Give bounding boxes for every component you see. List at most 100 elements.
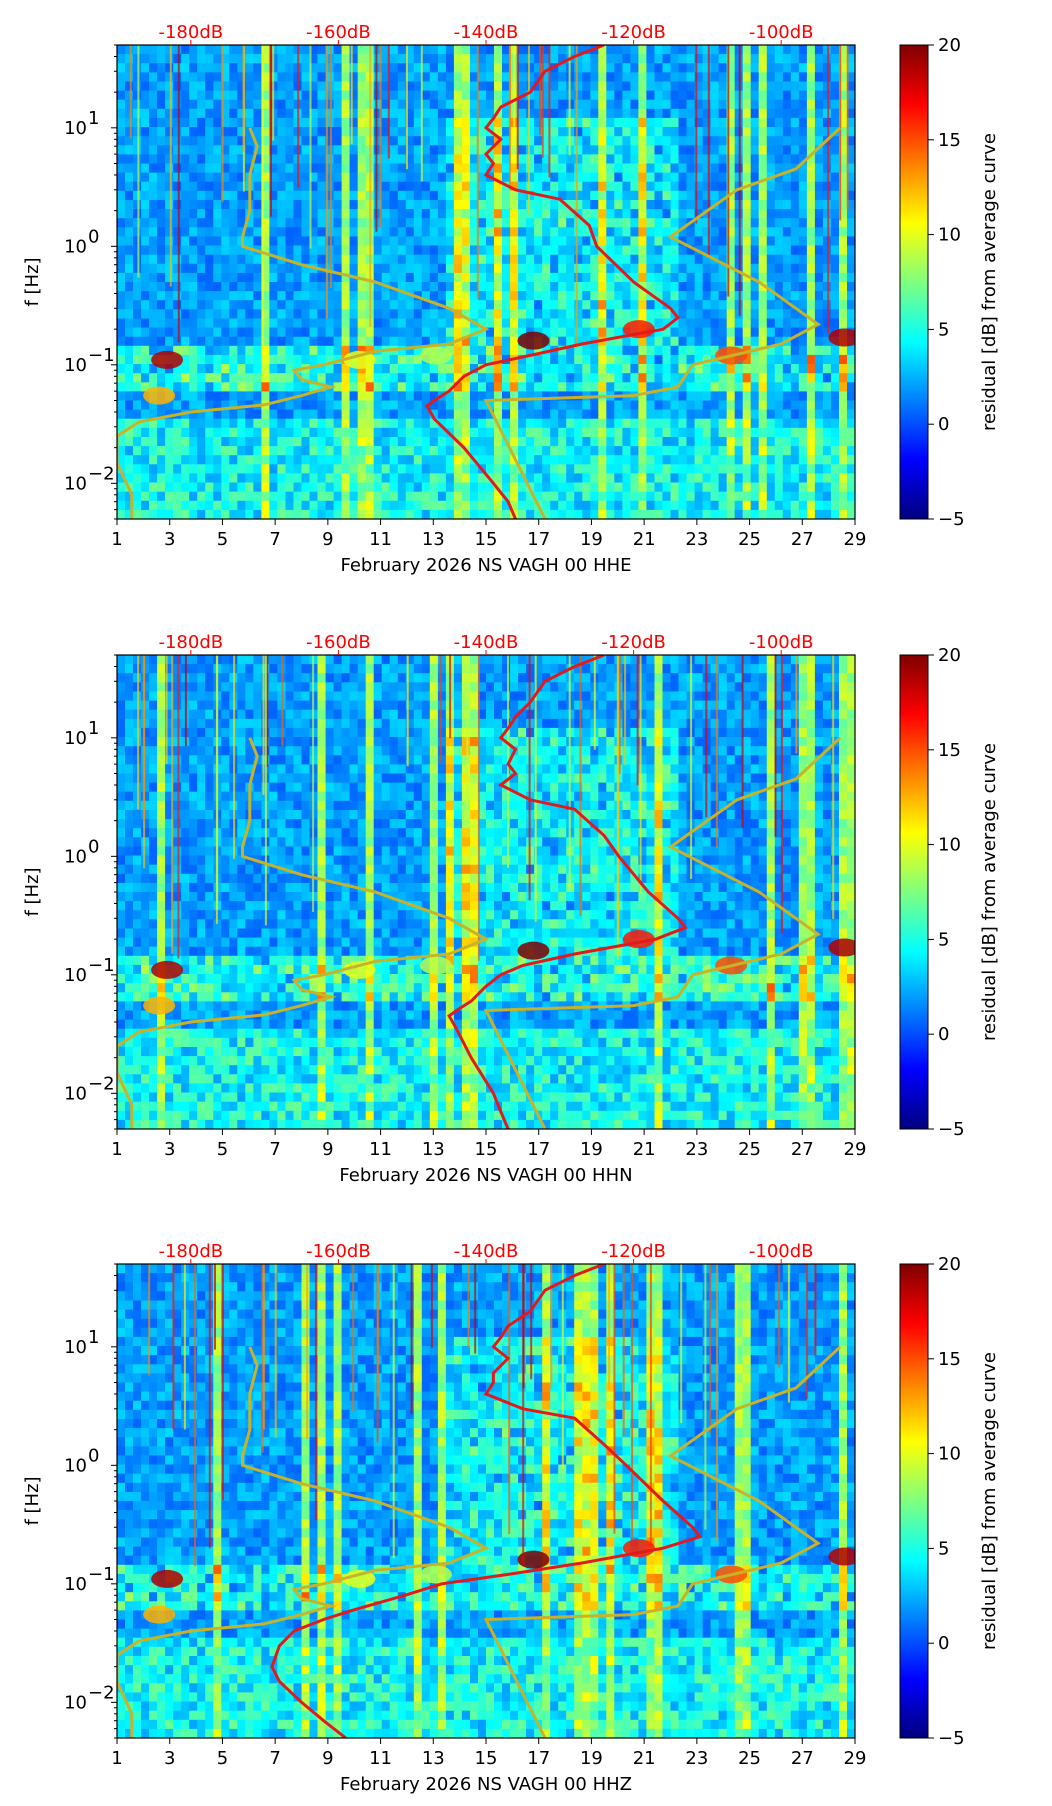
spectrogram-cell <box>742 163 752 174</box>
spectrogram-cell <box>630 364 639 374</box>
spectrogram-cell <box>301 418 311 429</box>
spectrogram-cell <box>437 63 447 73</box>
spectrogram-cell <box>349 409 359 420</box>
spectrogram-cell <box>646 437 655 447</box>
spectrogram-cell <box>189 227 198 237</box>
spectrogram-cell <box>654 382 664 392</box>
spectrogram-cell <box>726 373 736 383</box>
spectrogram-cell <box>542 272 551 283</box>
spectrogram-hotspot <box>143 386 176 405</box>
spectrogram-cell <box>421 209 431 219</box>
spectrogram-cell <box>606 373 615 383</box>
spectrogram-cell <box>221 245 230 256</box>
spectrogram-cell <box>213 437 222 447</box>
spectrogram-spike <box>350 45 353 145</box>
spectrogram-cell <box>646 272 655 283</box>
spectrogram-cell <box>830 117 840 128</box>
spectrogram-cell <box>237 336 246 347</box>
spectrogram-cell <box>614 45 623 55</box>
spectrogram-cell <box>277 263 286 274</box>
spectrogram-cell <box>301 163 311 174</box>
spectrogram-cell <box>742 254 752 265</box>
spectrogram-cell <box>229 282 238 292</box>
spectrogram-cell <box>774 309 784 319</box>
spectrogram-cell <box>197 473 206 484</box>
spectrogram-cell <box>814 163 824 174</box>
spectrogram-cell <box>486 500 495 511</box>
spectrogram-cell <box>478 364 487 374</box>
spectrogram-cell <box>309 300 319 310</box>
spectrogram-cell <box>654 354 664 365</box>
spectrogram-cell <box>774 464 784 474</box>
spectrogram-cell <box>189 99 198 110</box>
spectrogram-cell <box>710 108 720 119</box>
spectrogram-cell <box>357 136 367 146</box>
spectrogram-cell <box>478 409 487 420</box>
spectrogram-cell <box>526 209 535 219</box>
spectrogram-cell <box>269 437 278 447</box>
spectrogram-cell <box>486 263 495 274</box>
spectrogram-cell <box>125 90 134 101</box>
spectrogram-cell <box>213 464 222 474</box>
spectrogram-cell <box>445 127 455 137</box>
spectrogram-cell <box>325 81 335 92</box>
spectrogram-cell <box>125 190 134 201</box>
spectrogram-cell <box>461 400 471 411</box>
spectrogram-cell <box>486 437 495 447</box>
spectrogram-cell <box>839 72 848 82</box>
spectrogram-cell <box>847 391 855 402</box>
spectrogram-cell <box>125 291 134 301</box>
spectrogram-cell <box>157 227 166 237</box>
spectrogram-cell <box>726 382 736 392</box>
spectrogram-cell <box>758 136 768 146</box>
spectrogram-cell <box>421 318 431 329</box>
spectrogram-cell <box>309 409 319 420</box>
spectrogram-cell <box>502 263 511 274</box>
spectrogram-cell <box>237 172 246 183</box>
spectrogram-cell <box>397 245 407 256</box>
spectrogram-cell <box>766 136 776 146</box>
spectrogram-cell <box>125 263 134 274</box>
spectrogram-cell <box>590 354 599 365</box>
spectrogram-cell <box>309 117 319 128</box>
spectrogram-cell <box>726 136 736 146</box>
spectrogram-cell <box>229 81 238 92</box>
spectrogram-cell <box>662 200 672 210</box>
spectrogram-cell <box>742 145 752 155</box>
spectrogram-cell <box>157 54 166 64</box>
spectrogram-cell <box>325 227 335 237</box>
spectrogram-cell <box>654 90 664 101</box>
spectrogram-cell <box>790 491 800 502</box>
spectrogram-cell <box>790 172 800 183</box>
spectrogram-cell <box>638 309 647 319</box>
spectrogram-cell <box>389 464 399 474</box>
spectrogram-cell <box>237 145 246 155</box>
spectrogram-cell <box>814 300 824 310</box>
spectrogram-cell <box>614 427 623 438</box>
spectrogram-cell <box>630 227 639 237</box>
spectrogram-cell <box>622 291 631 301</box>
spectrogram-cell <box>710 336 720 347</box>
spectrogram-cell <box>149 172 158 183</box>
spectrogram-cell <box>253 364 262 374</box>
spectrogram-cell <box>518 136 527 146</box>
spectrogram-cell <box>445 254 455 265</box>
spectrogram-cell <box>357 218 367 228</box>
spectrogram-cell <box>750 200 760 210</box>
spectrogram-cell <box>486 464 495 474</box>
spectrogram-cell <box>790 72 800 82</box>
spectrogram-cell <box>558 272 567 283</box>
spectrogram-cell <box>558 427 567 438</box>
spectrogram-cell <box>726 90 736 101</box>
spectrogram-cell <box>734 382 744 392</box>
spectrogram-cell <box>173 491 182 502</box>
spectrogram-cell <box>702 291 712 301</box>
spectrogram-cell <box>397 190 407 201</box>
spectrogram-cell <box>445 437 455 447</box>
spectrogram-cell <box>213 391 222 402</box>
spectrogram-cell <box>149 127 158 137</box>
spectrogram-cell <box>461 127 471 137</box>
spectrogram-cell <box>470 90 479 101</box>
spectrogram-cell <box>742 409 752 420</box>
